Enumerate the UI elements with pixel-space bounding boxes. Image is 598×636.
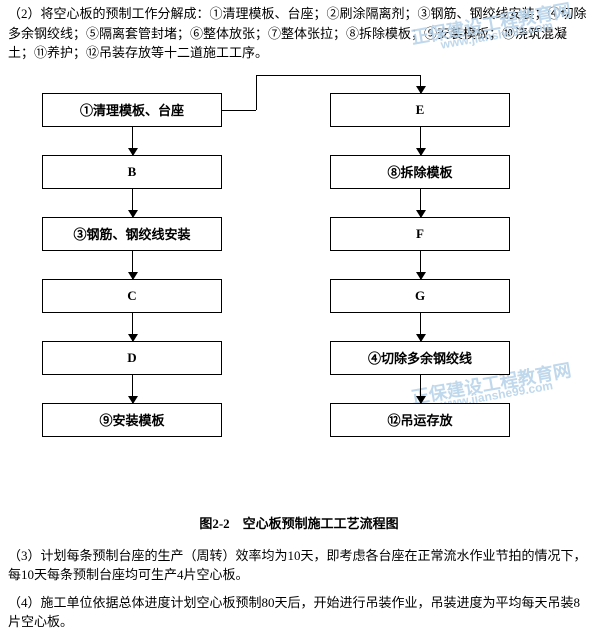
right-node-1: ⑧拆除模板	[330, 155, 510, 189]
left-arrow-2	[132, 251, 133, 279]
left-arrow-1	[132, 189, 133, 217]
left-arrow-4	[132, 375, 133, 403]
left-arrow-0	[132, 127, 133, 155]
conn-v1	[256, 75, 257, 110]
paragraph-2: （2）将空心板的预制工作分解成：①清理模板、台座；②刷涂隔离剂；③钢筋、钢绞线安…	[0, 0, 598, 67]
right-node-4: ④切除多余钢绞线	[330, 341, 510, 375]
right-arrow-2	[420, 251, 421, 279]
left-node-1: B	[42, 155, 222, 189]
right-arrow-3	[420, 313, 421, 341]
right-arrow-4	[420, 375, 421, 403]
conn-v2	[420, 75, 421, 93]
right-node-3: G	[330, 279, 510, 313]
right-node-2: F	[330, 217, 510, 251]
paragraph-4: （4）施工单位依据总体进度计划空心板预制80天后，开始进行吊装作业，吊装进度为平…	[0, 589, 598, 636]
paragraph-3: （3）计划每条预制台座的生产（周转）效率均为10天，即考虑各台座在正常流水作业节…	[0, 542, 598, 589]
right-arrow-1	[420, 189, 421, 217]
left-arrow-3	[132, 313, 133, 341]
conn-stub	[222, 110, 256, 111]
right-node-5: ⑫吊运存放	[330, 403, 510, 437]
left-node-2: ③钢筋、钢绞线安装	[42, 217, 222, 251]
left-node-3: C	[42, 279, 222, 313]
conn-h	[256, 75, 420, 76]
left-node-0: ①清理模板、台座	[42, 93, 222, 127]
flowchart: ①清理模板、台座 B ③钢筋、钢绞线安装 CD ⑨安装模板 E ⑧拆除模板 FG ④切除多余钢绞…	[0, 73, 598, 503]
right-arrow-0	[420, 127, 421, 155]
figure-caption: 图2-2 空心板预制施工工艺流程图	[0, 503, 598, 542]
right-node-0: E	[330, 93, 510, 127]
left-node-4: D	[42, 341, 222, 375]
left-node-5: ⑨安装模板	[42, 403, 222, 437]
